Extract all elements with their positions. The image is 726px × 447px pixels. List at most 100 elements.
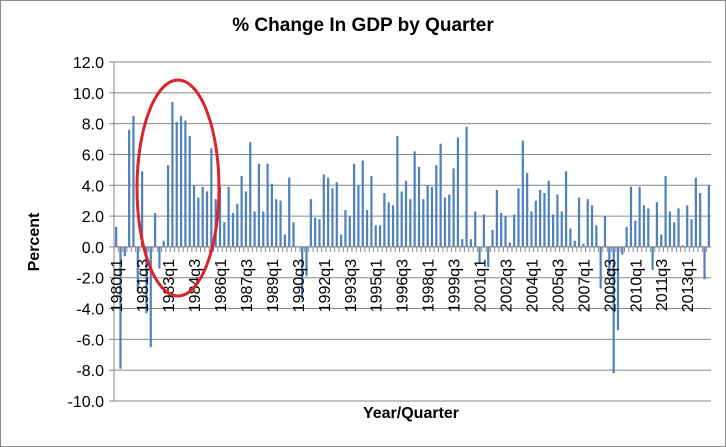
bar — [253, 211, 256, 247]
bar — [504, 216, 507, 247]
bar — [266, 163, 269, 247]
bar — [456, 137, 460, 247]
bar — [309, 199, 312, 247]
bar — [301, 246, 304, 300]
y-tick-label: 6.0 — [82, 147, 104, 164]
bar — [231, 213, 235, 247]
bar — [577, 197, 581, 247]
y-tick-label: 0.0 — [82, 240, 104, 257]
bar — [396, 135, 399, 247]
bar — [551, 214, 555, 247]
bar — [707, 185, 710, 247]
bar — [599, 246, 602, 289]
bar — [564, 171, 568, 247]
x-tick-label: 2013q1 — [680, 259, 697, 312]
x-tick-label: 1999q3 — [447, 259, 464, 312]
bar — [647, 208, 650, 247]
bar — [171, 102, 174, 247]
x-tick-label: 2001q1 — [473, 259, 490, 312]
x-axis-label: Year/Quarter — [362, 405, 460, 422]
bar — [422, 199, 425, 247]
bar — [210, 148, 213, 247]
bar — [703, 246, 706, 280]
x-tick-label: 2007q1 — [576, 259, 593, 312]
y-tick-label: 4.0 — [82, 178, 104, 195]
bar — [668, 211, 672, 247]
x-tick-label: 2005q3 — [550, 259, 567, 312]
bar — [340, 234, 343, 247]
bar — [651, 246, 654, 271]
bar — [582, 243, 585, 247]
bar — [184, 120, 187, 247]
bar — [123, 246, 126, 257]
x-tick-label: 2011q3 — [654, 259, 671, 311]
bar — [569, 228, 572, 247]
bar — [435, 165, 438, 247]
bar — [153, 213, 157, 247]
bar — [335, 182, 338, 247]
bar — [314, 217, 317, 247]
bar — [128, 129, 131, 247]
y-tick-label: 2.0 — [82, 209, 104, 226]
bar — [192, 185, 196, 247]
bar — [612, 246, 615, 374]
y-tick-label: -4.0 — [76, 302, 104, 319]
bar — [413, 151, 416, 247]
bar — [409, 199, 412, 247]
bar — [625, 226, 628, 247]
bar — [491, 229, 494, 247]
bar — [508, 242, 511, 247]
bar — [179, 115, 183, 247]
bar — [344, 209, 347, 247]
y-tick-label: 10.0 — [73, 86, 104, 103]
bar — [573, 240, 576, 247]
bar — [642, 205, 646, 247]
bar — [690, 219, 693, 247]
bar — [374, 225, 377, 247]
bar — [655, 202, 659, 247]
bar — [348, 216, 351, 247]
bar — [119, 246, 122, 369]
bar — [132, 115, 135, 247]
x-tick-label: 1986q1 — [213, 259, 230, 312]
y-tick-label: -6.0 — [76, 332, 104, 349]
bar — [223, 222, 226, 247]
bar — [526, 172, 529, 247]
bar — [521, 140, 524, 247]
x-tick-label: 1996q3 — [395, 259, 412, 312]
bar — [478, 246, 481, 264]
bar — [149, 246, 152, 348]
bar — [279, 200, 282, 247]
bar — [136, 246, 139, 292]
chart-title: % Change In GDP by Quarter — [232, 15, 494, 36]
bar — [530, 211, 533, 247]
bar — [500, 213, 503, 247]
bar — [616, 246, 620, 331]
x-tick-label: 1990q3 — [291, 259, 308, 312]
bar — [595, 225, 598, 247]
bar — [430, 186, 434, 247]
bar — [517, 188, 520, 247]
bar — [461, 239, 464, 247]
bar — [439, 143, 442, 247]
x-tick-label: 1983q1 — [161, 259, 178, 312]
bar — [145, 246, 148, 314]
bar — [556, 194, 559, 247]
bar — [495, 189, 498, 247]
bar — [201, 186, 204, 247]
bar — [270, 183, 274, 247]
bar — [391, 205, 395, 247]
bar — [426, 185, 429, 247]
bar — [352, 163, 356, 247]
bar — [175, 122, 178, 247]
bar — [162, 240, 165, 247]
x-tick-label: 1989q1 — [265, 259, 282, 312]
x-tick-label: 1998q1 — [421, 259, 438, 312]
bar — [357, 185, 360, 247]
bar — [465, 126, 468, 247]
bar — [244, 191, 248, 247]
bar — [629, 186, 633, 247]
bar — [400, 191, 403, 247]
bar — [218, 186, 222, 247]
